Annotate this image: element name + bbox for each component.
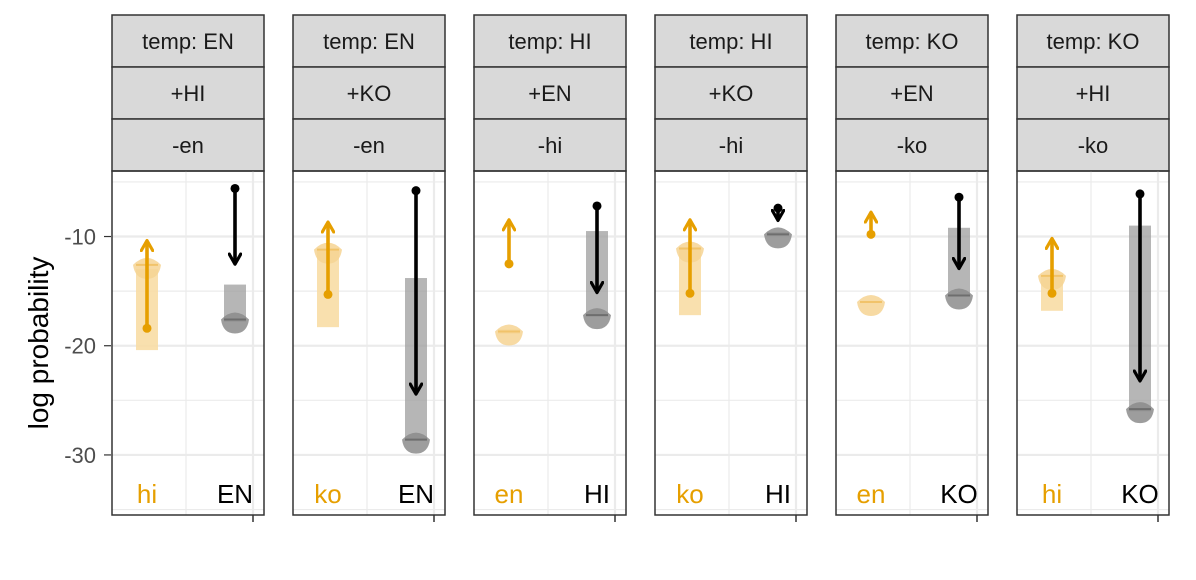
group-EN: EN bbox=[398, 186, 434, 509]
facet-strip-label: -hi bbox=[719, 133, 743, 158]
y-tick-label: -10 bbox=[64, 225, 96, 250]
group-en: en bbox=[857, 214, 886, 509]
facet-strip-label: temp: KO bbox=[1047, 29, 1140, 54]
y-tick-label: -20 bbox=[64, 334, 96, 359]
group-hi: hi bbox=[1038, 240, 1066, 509]
facet-panel-2: temp: EN +KO -en ko EN bbox=[292, 14, 446, 522]
group-en: en bbox=[495, 221, 524, 509]
facet-strip-label: +EN bbox=[528, 81, 571, 106]
group-label: en bbox=[857, 479, 886, 509]
facet-strip-label: -en bbox=[353, 133, 385, 158]
panel-border bbox=[654, 170, 808, 516]
panel-grid bbox=[655, 171, 807, 515]
panel-border bbox=[835, 170, 989, 516]
panel-border bbox=[473, 170, 627, 516]
facet-strip bbox=[292, 66, 446, 120]
group-label: EN bbox=[217, 479, 253, 509]
group-ko: ko bbox=[676, 221, 704, 509]
y-axis-label: log probability bbox=[23, 257, 54, 430]
facet-strip bbox=[473, 66, 627, 120]
facet-strip bbox=[292, 14, 446, 68]
facet-strip bbox=[111, 14, 265, 68]
facet-strip-label: temp: HI bbox=[508, 29, 591, 54]
group-HI: HI bbox=[764, 203, 792, 509]
facet-strip bbox=[111, 66, 265, 120]
facet-strip-label: -en bbox=[172, 133, 204, 158]
facet-strip-label: +KO bbox=[709, 81, 754, 106]
group-label: ko bbox=[676, 479, 703, 509]
facet-strip-label: +KO bbox=[347, 81, 392, 106]
group-KO: KO bbox=[1121, 189, 1159, 509]
facet-strip-label: -ko bbox=[897, 133, 928, 158]
facet-strip bbox=[1016, 118, 1170, 172]
density-shape bbox=[583, 308, 611, 330]
density-shape bbox=[857, 295, 885, 317]
range-band bbox=[224, 284, 246, 322]
facet-strip bbox=[111, 118, 265, 172]
density-shape bbox=[945, 288, 973, 310]
facet-strip-label: -hi bbox=[538, 133, 562, 158]
group-HI: HI bbox=[583, 201, 611, 509]
facet-panel-4: temp: HI +KO -hi ko HI bbox=[654, 14, 808, 522]
panel-grid bbox=[474, 171, 626, 515]
group-label: KO bbox=[1121, 479, 1159, 509]
facet-panel-5: temp: KO +EN -ko en KO bbox=[835, 14, 989, 522]
facet-strip-label: +HI bbox=[1076, 81, 1111, 106]
group-label: hi bbox=[137, 479, 157, 509]
facet-strip-label: temp: KO bbox=[866, 29, 959, 54]
panel-grid bbox=[112, 171, 264, 515]
group-label: KO bbox=[940, 479, 978, 509]
facet-strip bbox=[835, 118, 989, 172]
density-shape bbox=[764, 227, 792, 249]
facet-strip bbox=[654, 66, 808, 120]
facet-strip bbox=[835, 14, 989, 68]
group-label: HI bbox=[584, 479, 610, 509]
facet-panel-3: temp: HI +EN -hi en HI bbox=[473, 14, 627, 522]
facet-strip-label: temp: EN bbox=[142, 29, 234, 54]
facet-strip bbox=[835, 66, 989, 120]
facet-strip bbox=[292, 118, 446, 172]
group-label: HI bbox=[765, 479, 791, 509]
facet-strip-label: -ko bbox=[1078, 133, 1109, 158]
y-tick-label: -30 bbox=[64, 443, 96, 468]
density-shape bbox=[1126, 402, 1154, 424]
facet-strip bbox=[473, 14, 627, 68]
panel-border bbox=[111, 170, 265, 516]
panel-border bbox=[292, 170, 446, 516]
group-label: ko bbox=[314, 479, 341, 509]
panel-grid bbox=[836, 171, 988, 515]
facet-panel-1: temp: EN +HI -en hi EN bbox=[111, 14, 265, 522]
panel-grid bbox=[293, 171, 445, 515]
facet-panel-6: temp: KO +HI -ko hi KO bbox=[1016, 14, 1170, 522]
group-label: hi bbox=[1042, 479, 1062, 509]
group-label: EN bbox=[398, 479, 434, 509]
density-shape bbox=[495, 324, 523, 346]
density-shape bbox=[402, 432, 430, 454]
facet-strip bbox=[1016, 66, 1170, 120]
facet-strip bbox=[473, 118, 627, 172]
group-KO: KO bbox=[940, 192, 978, 509]
facet-strip-label: temp: HI bbox=[689, 29, 772, 54]
facet-strip-label: +EN bbox=[890, 81, 933, 106]
facet-strip-label: +HI bbox=[171, 81, 206, 106]
facet-strip bbox=[654, 118, 808, 172]
group-label: en bbox=[495, 479, 524, 509]
panel-border bbox=[1016, 170, 1170, 516]
group-EN: EN bbox=[217, 183, 253, 509]
facet-strip-label: temp: EN bbox=[323, 29, 415, 54]
group-ko: ko bbox=[314, 223, 342, 509]
group-hi: hi bbox=[133, 242, 161, 509]
density-shape bbox=[221, 312, 249, 334]
